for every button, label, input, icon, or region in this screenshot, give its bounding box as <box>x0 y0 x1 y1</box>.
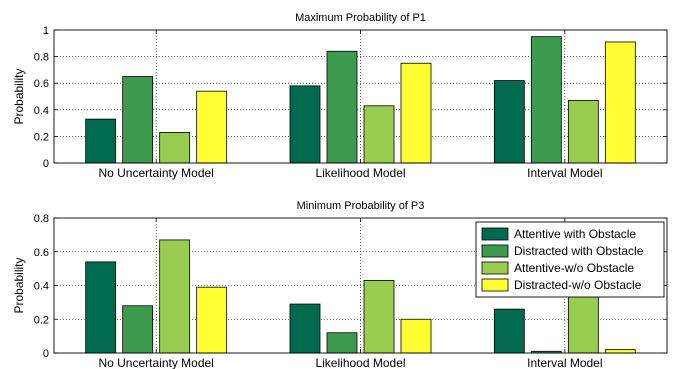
y-tick-label: 0.4 <box>34 105 49 117</box>
chart-title: Maximum Probability of P1 <box>295 12 426 24</box>
x-tick-label: No Uncertainty Model <box>98 356 213 369</box>
bar-top-s1-c1 <box>327 51 357 163</box>
legend-swatch <box>482 245 508 257</box>
y-axis-label: Probability <box>12 257 26 313</box>
y-tick-label: 0.8 <box>34 52 49 64</box>
legend-label: Attentive-w/o Obstacle <box>514 261 634 275</box>
y-tick-label: 0.6 <box>34 247 49 259</box>
y-tick-label: 0.8 <box>34 213 49 225</box>
bar-top-s0-c2 <box>494 81 524 163</box>
bar-top-s1-c0 <box>123 77 153 163</box>
x-tick-label: Interval Model <box>527 356 602 369</box>
bar-bottom-s0-c1 <box>290 304 320 353</box>
x-tick-label: No Uncertainty Model <box>98 166 213 180</box>
bar-bottom-s3-c1 <box>401 319 431 353</box>
x-tick-label: Interval Model <box>527 166 602 180</box>
bar-bottom-s0-c2 <box>494 309 524 353</box>
bar-top-s3-c1 <box>401 63 431 163</box>
legend-swatch <box>482 262 508 274</box>
bar-bottom-s1-c0 <box>123 306 153 353</box>
chart-top: Maximum Probability of P1 Probability 0 0.2… <box>12 12 667 180</box>
bar-bottom-s0-c0 <box>86 262 116 353</box>
bar-bottom-s2-c2 <box>568 291 598 353</box>
bar-bottom-s2-c1 <box>364 280 394 353</box>
y-tick-label: 0.2 <box>34 131 49 143</box>
legend-label: Distracted with Obstacle <box>514 244 644 258</box>
legend-label: Attentive with Obstacle <box>514 227 636 241</box>
chart-title: Minimum Probability of P3 <box>297 200 425 212</box>
legend-label: Distracted-w/o Obstacle <box>514 278 642 292</box>
bar-top-s2-c2 <box>568 100 598 163</box>
bar-top-s0-c0 <box>86 119 116 163</box>
bar-bottom-s3-c2 <box>605 350 635 353</box>
bar-top-s2-c1 <box>364 106 394 163</box>
bar-top-s3-c0 <box>197 91 227 163</box>
y-tick-label: 0.2 <box>34 314 49 326</box>
bar-bottom-s2-c0 <box>160 240 190 353</box>
bar-top-s2-c0 <box>160 132 190 163</box>
legend-swatch <box>482 228 508 240</box>
bar-bottom-s3-c0 <box>197 287 227 353</box>
y-tick-label: 0 <box>43 158 49 170</box>
y-tick-label: 0.6 <box>34 78 49 90</box>
chart-bottom: Minimum Probability of P3 Probability 0 0.2… <box>12 200 667 369</box>
bar-top-s3-c2 <box>605 42 635 163</box>
bar-top-s1-c2 <box>531 37 561 163</box>
y-tick-label: 0 <box>43 348 49 360</box>
y-axis-label: Probability <box>12 68 26 124</box>
bar-bottom-s1-c1 <box>327 333 357 353</box>
x-tick-label: Likelihood Model <box>315 356 405 369</box>
legend-swatch <box>482 279 508 291</box>
bar-top-s0-c1 <box>290 86 320 163</box>
y-tick-label: 0.4 <box>34 281 49 293</box>
x-tick-label: Likelihood Model <box>315 166 405 180</box>
y-tick-label: 1 <box>43 25 49 37</box>
